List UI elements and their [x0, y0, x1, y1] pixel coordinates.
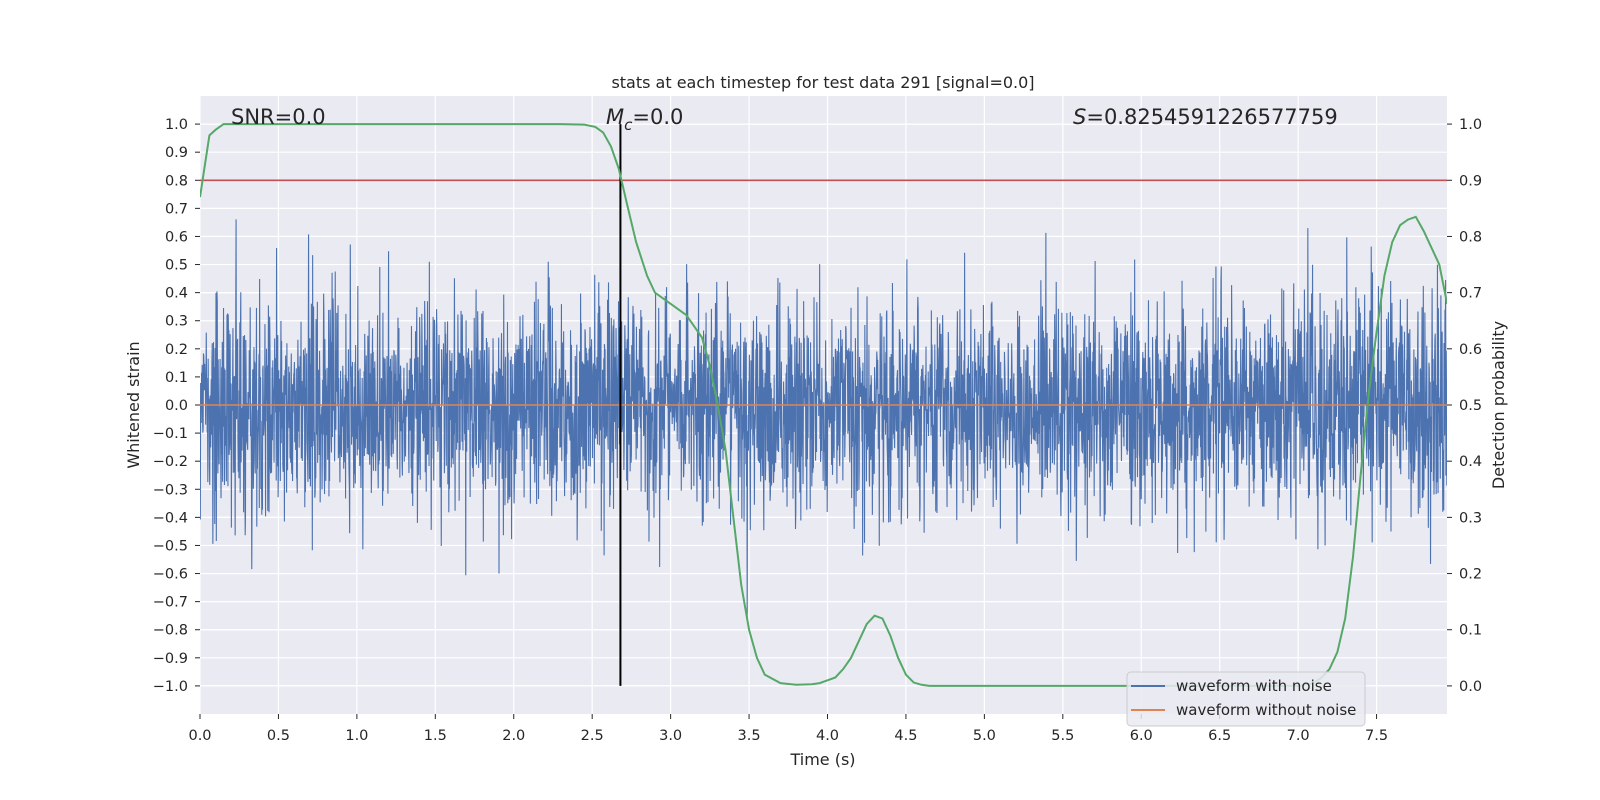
- chart-title: stats at each timestep for test data 291…: [611, 73, 1034, 92]
- y-axis-label-right: Detection probability: [1489, 321, 1508, 489]
- y-left-tick-label: −0.6: [153, 567, 188, 583]
- y-right-tick-label: 0.5: [1459, 398, 1482, 414]
- y-left-tick-label: −0.2: [153, 454, 188, 470]
- y-right-tick-label: 0.6: [1459, 342, 1482, 358]
- s-symbol: S: [1073, 105, 1086, 129]
- y-right-tick-label: 0.2: [1459, 567, 1482, 583]
- y-left-tick-label: 0.2: [165, 342, 188, 358]
- x-tick-label: 6.5: [1208, 728, 1231, 744]
- snr-annotation: SNR=0.0: [231, 105, 326, 129]
- x-tick-label: 0.0: [188, 728, 211, 744]
- lines-layer: [200, 123, 1447, 687]
- x-tick-label: 0.5: [267, 728, 290, 744]
- y-right-tick-label: 0.3: [1459, 510, 1482, 526]
- x-tick-label: 1.0: [345, 728, 368, 744]
- y-right-tick-label: 0.7: [1459, 286, 1482, 302]
- y-left-tick-label: −0.1: [153, 426, 188, 442]
- y-left-tick-label: −0.4: [153, 510, 188, 526]
- axes: 0.0 0.5 1.0 1.5 2.0 2.5 3.0 3.5 4.0 4.5 5.0 5.5 6.0 6…: [153, 117, 1482, 744]
- y-left-tick-label: −0.8: [153, 623, 188, 639]
- y-left-tick-label: 0.6: [165, 229, 188, 245]
- x-tick-label: 5.0: [973, 728, 996, 744]
- x-tick-label: 7.5: [1365, 728, 1388, 744]
- s-value: =0.8254591226577759: [1086, 105, 1337, 129]
- y-left-tick-label: −0.5: [153, 538, 188, 554]
- mc-subscript: c: [624, 116, 633, 134]
- legend-label: waveform without noise: [1176, 701, 1356, 719]
- x-tick-label: 7.0: [1287, 728, 1310, 744]
- y-left-tick-label: 0.4: [165, 286, 188, 302]
- y-left-tick-label: 0.9: [165, 145, 188, 161]
- legend: waveform with noise waveform without nois…: [1126, 671, 1366, 727]
- x-tick-label: 6.0: [1130, 728, 1153, 744]
- x-axis-label: Time (s): [789, 750, 855, 769]
- y-right-tick-label: 0.1: [1459, 623, 1482, 639]
- legend-box: [1126, 671, 1366, 727]
- y-right-tick-label: 0.0: [1459, 679, 1482, 695]
- annotations: SNR=0.0 Mc=0.0 S=0.8254591226577759: [231, 105, 1338, 134]
- y-left-tick-label: −0.9: [153, 651, 188, 667]
- y-left-tick-label: 1.0: [165, 117, 188, 133]
- x-tick-label: 2.5: [581, 728, 604, 744]
- y-left-tick-label: 0.0: [165, 398, 188, 414]
- x-tick-label: 3.0: [659, 728, 682, 744]
- y-right-tick-label: 0.9: [1459, 173, 1482, 189]
- mc-symbol: M: [606, 105, 624, 129]
- y-right-tick-label: 1.0: [1459, 117, 1482, 133]
- x-tick-label: 4.5: [894, 728, 917, 744]
- mc-annotation: Mc=0.0: [606, 105, 683, 134]
- y-left-tick-label: −1.0: [153, 679, 188, 695]
- y-left-tick-label: 0.1: [165, 370, 188, 386]
- legend-label: waveform with noise: [1176, 677, 1332, 695]
- detection-probability-line: [200, 123, 1447, 687]
- y-left-tick-label: 0.3: [165, 314, 188, 330]
- y-right-tick-label: 0.4: [1459, 454, 1482, 470]
- y-left-tick-label: −0.7: [153, 595, 188, 611]
- x-tick-label: 3.5: [738, 728, 761, 744]
- y-right-tick-label: 0.8: [1459, 229, 1482, 245]
- y-left-tick-label: 0.5: [165, 258, 188, 274]
- x-tick-label: 1.5: [424, 728, 447, 744]
- y-axis-label-left: Whitened strain: [124, 341, 143, 468]
- x-tick-label: 4.0: [816, 728, 839, 744]
- s-annotation: S=0.8254591226577759: [1073, 105, 1338, 129]
- mc-value: =0.0: [632, 105, 683, 129]
- x-tick-label: 2.0: [502, 728, 525, 744]
- y-left-tick-label: 0.7: [165, 201, 188, 217]
- x-tick-label: 5.5: [1051, 728, 1074, 744]
- y-left-tick-label: −0.3: [153, 482, 188, 498]
- y-left-tick-label: 0.8: [165, 173, 188, 189]
